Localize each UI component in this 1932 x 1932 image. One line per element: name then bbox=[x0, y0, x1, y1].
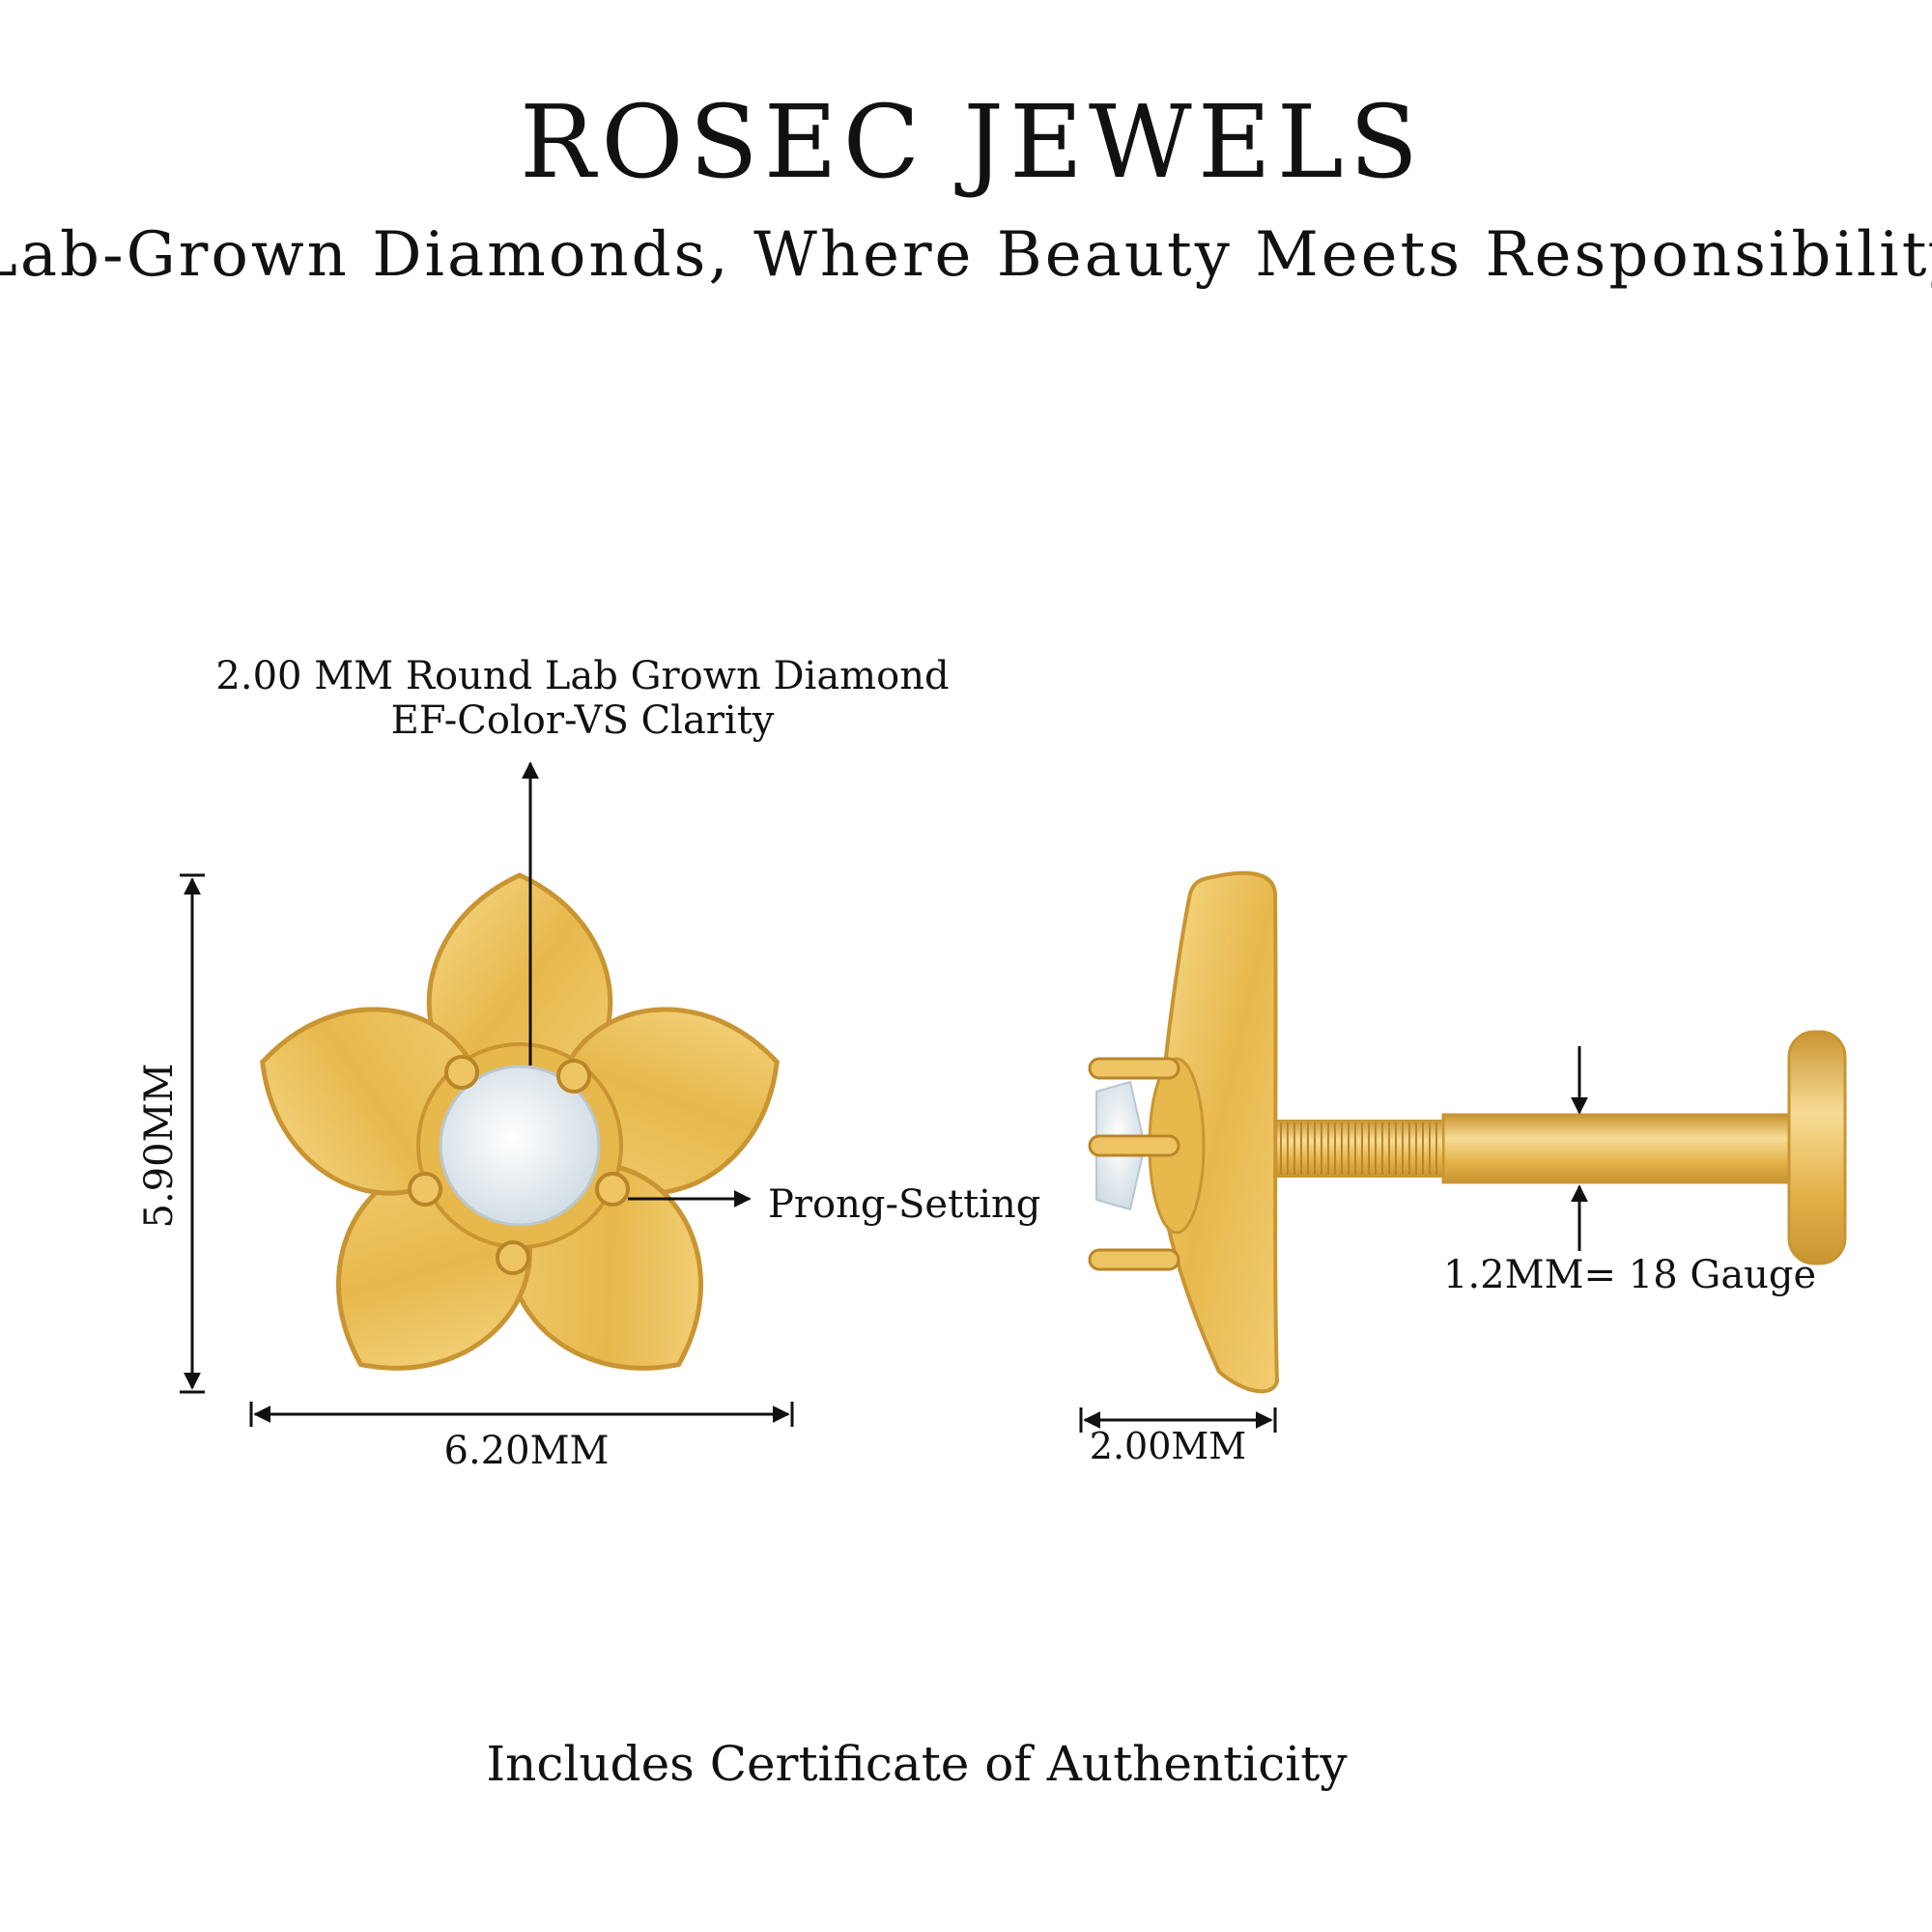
height-dimension bbox=[180, 873, 205, 1394]
stone-label-line1: 2.00 MM Round Lab Grown Diamond bbox=[215, 654, 949, 698]
side-prong bbox=[1088, 1057, 1180, 1080]
brand-title: ROSEC JEWELS bbox=[520, 83, 1424, 201]
diamond-stone bbox=[439, 1065, 601, 1227]
side-petal bbox=[1156, 870, 1280, 1394]
height-label: 5.90MM bbox=[137, 1064, 182, 1229]
gauge-label: 1.2MM= 18 Gauge bbox=[1443, 1253, 1816, 1297]
prong bbox=[556, 1059, 591, 1094]
post-bar bbox=[1441, 1113, 1807, 1184]
threaded-section bbox=[1274, 1120, 1444, 1178]
width-label: 6.20MM bbox=[444, 1429, 610, 1473]
depth-dimension bbox=[1079, 1407, 1277, 1433]
flower-side-view bbox=[1088, 870, 1847, 1394]
width-dimension bbox=[249, 1402, 794, 1427]
back-disc bbox=[1787, 1030, 1847, 1265]
setting-label: Prong-Setting bbox=[768, 1182, 1040, 1227]
certificate-note: Includes Certificate of Authenticity bbox=[486, 1736, 1348, 1792]
stone-label-line2: EF-Color-VS Clarity bbox=[391, 698, 775, 743]
tagline: Lab-Grown Diamonds, Where Beauty Meets R… bbox=[0, 219, 1932, 291]
prong bbox=[595, 1172, 630, 1207]
depth-label: 2.00MM bbox=[1090, 1425, 1246, 1467]
prong bbox=[408, 1172, 442, 1207]
prong bbox=[496, 1240, 530, 1275]
flower-front-view bbox=[260, 872, 780, 1371]
side-prong bbox=[1088, 1134, 1180, 1157]
side-prong bbox=[1088, 1248, 1180, 1271]
prong bbox=[444, 1055, 479, 1090]
